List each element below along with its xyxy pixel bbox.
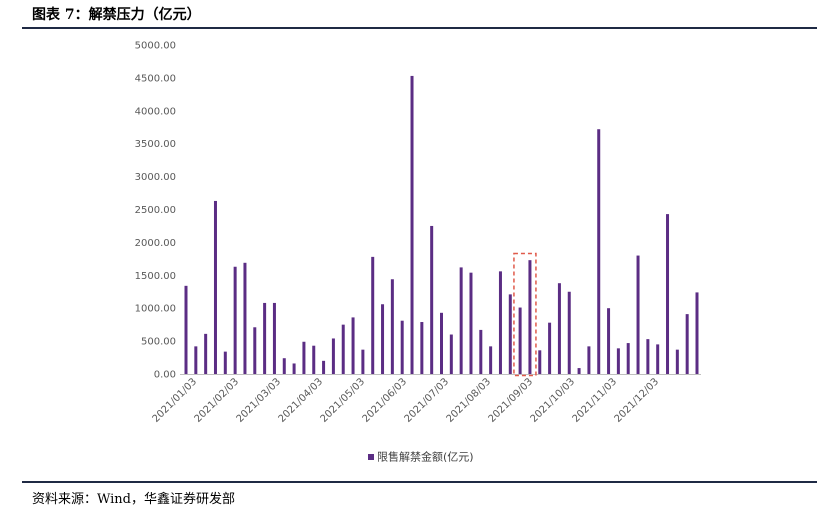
- bar: [204, 333, 208, 374]
- bar: [538, 350, 542, 374]
- top-rule: [22, 27, 817, 29]
- bar: [626, 343, 630, 374]
- bar: [312, 345, 316, 374]
- bar: [459, 267, 463, 374]
- source-note: 资料来源：Wind，华鑫证券研发部: [32, 492, 235, 507]
- bar: [607, 308, 611, 374]
- bar: [243, 262, 247, 374]
- bar: [213, 200, 217, 374]
- bar: [656, 344, 660, 374]
- bar: [695, 292, 699, 374]
- y-tick-label: 1500.00: [135, 271, 176, 282]
- bar-series: [184, 75, 699, 375]
- bar: [282, 358, 286, 374]
- highlight-dashed-box: [513, 252, 537, 377]
- bar: [390, 279, 394, 374]
- bar: [469, 272, 473, 374]
- bar: [223, 351, 227, 374]
- bar: [498, 271, 502, 374]
- highlight-box: [513, 252, 537, 377]
- bar: [548, 322, 552, 374]
- y-axis: 5000.00 4500.00 4000.00 3500.00 3000.00 2500.…: [135, 41, 176, 381]
- y-tick-label: 4000.00: [135, 106, 176, 117]
- bar: [479, 329, 483, 374]
- bar: [410, 75, 414, 375]
- bar: [675, 349, 679, 374]
- y-tick-label: 0.00: [154, 370, 176, 381]
- x-axis: 2021/01/032021/02/032021/03/032021/04/03…: [151, 374, 701, 425]
- bar: [381, 304, 385, 374]
- legend: 限售解禁金额(亿元): [368, 450, 474, 464]
- bar: [430, 225, 434, 374]
- bar: [528, 260, 532, 374]
- bar: [331, 338, 335, 374]
- bar: [322, 360, 326, 374]
- legend-label: 限售解禁金额(亿元): [377, 450, 474, 464]
- bar: [508, 294, 512, 374]
- bar: [567, 291, 571, 374]
- bar: [184, 285, 188, 374]
- bar: [361, 349, 365, 374]
- y-tick-label: 1000.00: [135, 304, 176, 315]
- figure-title: 图表 7：解禁压力（亿元）: [32, 7, 201, 23]
- bar: [616, 348, 620, 374]
- y-tick-label: 5000.00: [135, 41, 176, 52]
- y-tick-label: 3000.00: [135, 172, 176, 183]
- bar: [253, 327, 257, 374]
- bar: [577, 368, 581, 374]
- bar: [272, 302, 276, 374]
- bar: [302, 341, 306, 374]
- bar: [666, 214, 670, 374]
- bar: [420, 322, 424, 374]
- bar: [371, 256, 375, 374]
- bar: [636, 255, 640, 374]
- legend-swatch: [368, 454, 374, 460]
- x-tick-label: 2021/12/03: [613, 376, 662, 425]
- bar: [587, 346, 591, 374]
- bar: [194, 346, 198, 374]
- bar: [557, 283, 561, 374]
- bar: [400, 320, 404, 374]
- bar: [351, 317, 355, 374]
- y-tick-label: 2500.00: [135, 205, 176, 216]
- bar-chart: 5000.00 4500.00 4000.00 3500.00 3000.00 2500.…: [135, 41, 701, 464]
- y-tick-label: 500.00: [141, 337, 176, 348]
- bottom-rule: [22, 481, 817, 483]
- y-tick-label: 4500.00: [135, 73, 176, 84]
- bar: [341, 324, 345, 374]
- bar: [489, 346, 493, 374]
- bar: [292, 363, 296, 374]
- bar: [263, 302, 267, 374]
- bar: [646, 339, 650, 374]
- bar: [440, 312, 443, 374]
- bar: [449, 334, 453, 374]
- bar: [233, 266, 237, 374]
- y-tick-label: 2000.00: [135, 238, 176, 249]
- bar: [597, 129, 601, 374]
- bar: [685, 314, 689, 374]
- bar: [518, 307, 522, 374]
- y-tick-label: 3500.00: [135, 139, 176, 150]
